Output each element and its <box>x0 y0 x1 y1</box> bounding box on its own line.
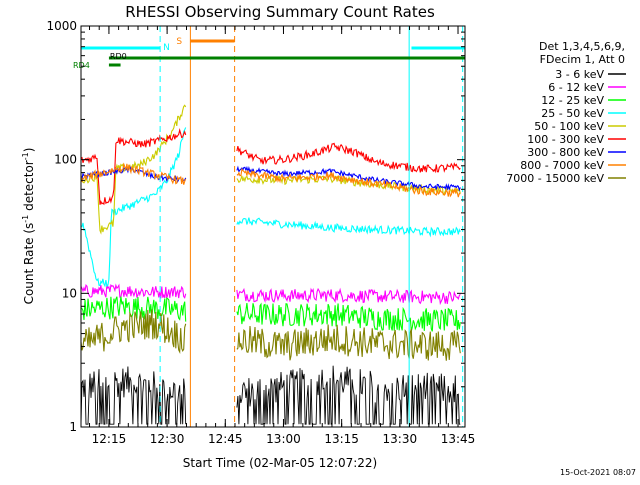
legend-entry-label: 800 - 7000 keV <box>520 159 604 172</box>
series-line <box>236 324 461 361</box>
series-line <box>80 128 187 206</box>
series-6-12-kev <box>80 283 461 306</box>
x-tick-label: 12:30 <box>150 432 185 446</box>
y-tick-label: 1000 <box>46 19 77 33</box>
y-axis-label-sup2: -1 <box>21 152 30 160</box>
y-axis-label: Count Rate (s-1 detector-1) <box>21 148 36 305</box>
plot-frame <box>80 25 466 428</box>
series-100-300-kev <box>80 128 461 206</box>
series-line <box>80 127 187 288</box>
legend-entry-label: 12 - 25 keV <box>541 94 604 107</box>
series-line <box>236 302 461 332</box>
series-line <box>236 167 461 198</box>
series-line <box>80 309 187 354</box>
series-line <box>80 162 187 185</box>
series-12-25-kev <box>80 296 461 332</box>
series-7000-15000-kev <box>80 309 461 361</box>
y-axis-label-sup1: -1 <box>21 215 30 223</box>
series-50-100-kev <box>80 104 461 235</box>
legend-entry-label: 50 - 100 keV <box>534 120 604 133</box>
y-axis-label-prefix: Count Rate (s <box>22 223 36 305</box>
x-axis-label: Start Time (02-Mar-05 12:07:22) <box>183 456 377 470</box>
x-tick-label: 13:30 <box>383 432 418 446</box>
legend: Det 1,3,4,5,6,9,FDecim 1, Att 0 3 - 6 keV… <box>506 40 626 185</box>
y-tick-label: 100 <box>54 153 77 167</box>
legend-entry-label: 7000 - 15000 keV <box>506 172 604 185</box>
chart-title: RHESSI Observing Summary Count Rates <box>125 3 435 21</box>
series-800-7000-kev <box>80 162 461 198</box>
x-tick-label: 13:00 <box>266 432 301 446</box>
series-3-6-kev <box>80 365 461 425</box>
legend-header-line: Det 1,3,4,5,6,9, <box>539 40 625 53</box>
legend-entry-label: 100 - 300 keV <box>527 133 604 146</box>
series-line <box>236 142 461 174</box>
y-tick-label: 1 <box>69 420 77 434</box>
series-line <box>236 217 461 238</box>
series-line <box>236 165 461 192</box>
legend-entry-label: 6 - 12 keV <box>548 81 604 94</box>
axes: 12:15 12:30 12:45 13:00 13:15 13:30 13:45 1 10 10… <box>46 19 475 446</box>
y-axis-label-suffix: ) <box>22 148 36 153</box>
x-tick-label: 13:15 <box>324 432 359 446</box>
y-tick-label: 10 <box>62 286 77 300</box>
series-25-50-kev <box>80 127 461 288</box>
legend-entry-label: 300 - 800 keV <box>527 146 604 159</box>
series-line <box>236 365 461 425</box>
x-tick-label: 12:15 <box>92 432 127 446</box>
saa-label: S <box>176 37 182 47</box>
series-line <box>236 287 461 306</box>
series-line <box>80 366 187 425</box>
series-line <box>80 283 187 299</box>
legend-entry-label: 3 - 6 keV <box>555 68 604 81</box>
plot-timestamp: 15-Oct-2021 08:07 <box>560 468 636 477</box>
rd0-label: RD0 <box>110 52 127 61</box>
x-tick-label: 12:45 <box>208 432 243 446</box>
night-label: N <box>163 43 170 53</box>
series-line <box>80 296 187 322</box>
legend-header-line: FDecim 1, Att 0 <box>540 53 625 66</box>
legend-entry-label: 25 - 50 keV <box>541 107 604 120</box>
x-tick-label: 13:45 <box>441 432 476 446</box>
y-axis-label-mid: detector <box>22 160 36 215</box>
data-series-group <box>80 104 461 425</box>
